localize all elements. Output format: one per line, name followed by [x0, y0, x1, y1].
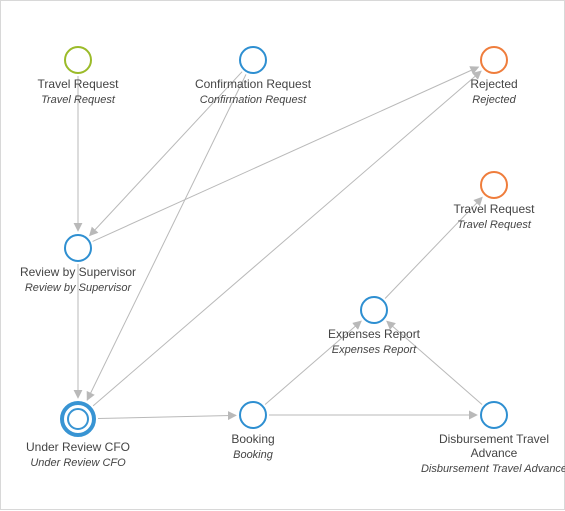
- node-travel-request-end[interactable]: Travel Request Travel Request: [419, 171, 565, 231]
- node-circle: [64, 46, 92, 74]
- node-subtitle: Under Review CFO: [3, 457, 153, 470]
- node-confirmation-request[interactable]: Confirmation Request Confirmation Request: [178, 46, 328, 106]
- node-circle: [239, 401, 267, 429]
- node-circle: [480, 401, 508, 429]
- node-subtitle: Disbursement Travel Advance: [419, 463, 565, 476]
- node-title: Review by Supervisor: [3, 266, 153, 280]
- node-circle: [239, 46, 267, 74]
- node-subtitle: Confirmation Request: [178, 94, 328, 107]
- node-subtitle: Travel Request: [419, 219, 565, 232]
- node-subtitle: Rejected: [419, 94, 565, 107]
- node-title: Expenses Report: [299, 328, 449, 342]
- node-rejected[interactable]: Rejected Rejected: [419, 46, 565, 106]
- node-circle: [480, 46, 508, 74]
- node-under-review-cfo[interactable]: Under Review CFO Under Review CFO: [3, 401, 153, 469]
- node-title: Travel Request: [3, 78, 153, 92]
- node-subtitle: Expenses Report: [299, 344, 449, 357]
- node-subtitle: Travel Request: [3, 94, 153, 107]
- node-circle: [60, 401, 96, 437]
- node-subtitle: Review by Supervisor: [3, 282, 153, 295]
- node-title: Disbursement Travel Advance: [419, 433, 565, 461]
- nodes-layer: Travel Request Travel Request Confirmation…: [1, 1, 564, 509]
- node-circle: [480, 171, 508, 199]
- node-title: Booking: [178, 433, 328, 447]
- node-review-by-supervisor[interactable]: Review by Supervisor Review by Supervisor: [3, 234, 153, 294]
- node-subtitle: Booking: [178, 449, 328, 462]
- node-title: Rejected: [419, 78, 565, 92]
- node-title: Under Review CFO: [3, 441, 153, 455]
- workflow-diagram: { "diagram": { "type": "network", "backg…: [0, 0, 565, 510]
- node-circle: [64, 234, 92, 262]
- node-travel-request-start[interactable]: Travel Request Travel Request: [3, 46, 153, 106]
- node-booking[interactable]: Booking Booking: [178, 401, 328, 461]
- node-title: Travel Request: [419, 203, 565, 217]
- node-disbursement-travel-advance[interactable]: Disbursement Travel Advance Disbursement …: [419, 401, 565, 475]
- node-expenses-report[interactable]: Expenses Report Expenses Report: [299, 296, 449, 356]
- node-circle: [360, 296, 388, 324]
- node-title: Confirmation Request: [178, 78, 328, 92]
